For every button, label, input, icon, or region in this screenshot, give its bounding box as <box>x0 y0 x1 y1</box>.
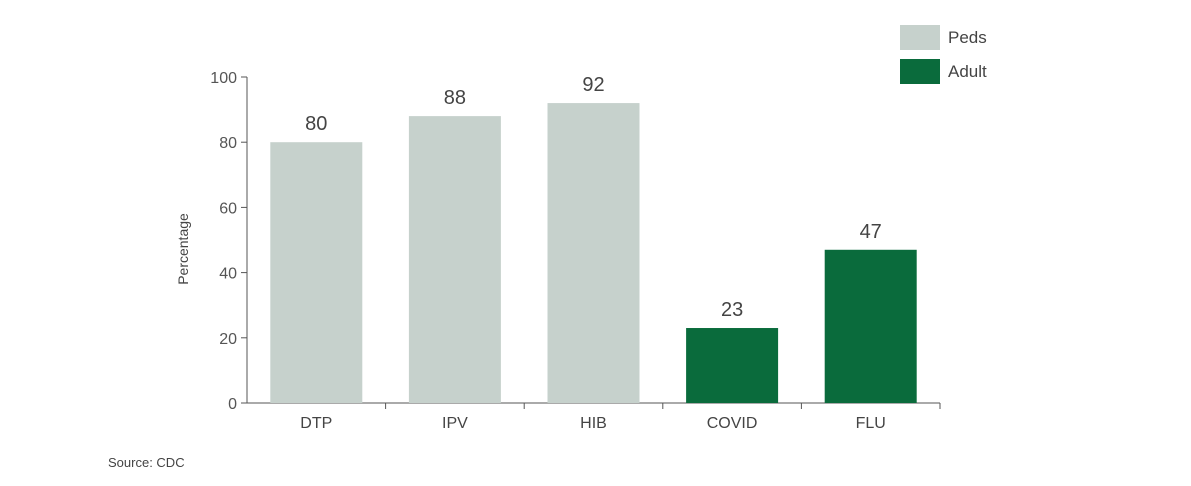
y-tick-label: 100 <box>210 70 237 87</box>
category-label-ipv: IPV <box>442 415 468 432</box>
y-tick-label: 40 <box>219 266 237 283</box>
y-tick-label: 20 <box>219 331 237 348</box>
bar-hib <box>547 103 640 403</box>
bar-covid <box>686 328 779 403</box>
legend-swatch-peds <box>900 25 940 50</box>
category-label-covid: COVID <box>707 415 758 432</box>
y-tick-label: 60 <box>219 200 237 217</box>
y-tick-label: 0 <box>228 396 237 413</box>
bar-flu <box>824 249 917 403</box>
source-note: Source: CDC <box>108 455 185 470</box>
labels: 80 DTP 88 IPV 92 HIB 23 COVID 47 FLU <box>300 74 886 432</box>
y-axis-label: Percentage <box>175 213 191 285</box>
category-label-flu: FLU <box>856 415 886 432</box>
value-label-covid: 23 <box>721 299 743 321</box>
bar-dtp <box>270 142 363 403</box>
legend-label-adult: Adult <box>948 62 987 81</box>
bars <box>270 103 917 404</box>
axes: 0 20 40 60 80 100 Percentage <box>175 70 941 413</box>
y-tick-label: 80 <box>219 135 237 152</box>
bar-ipv <box>408 116 501 404</box>
legend: Peds Adult <box>900 25 987 84</box>
legend-label-peds: Peds <box>948 28 987 47</box>
value-label-hib: 92 <box>582 74 604 96</box>
value-label-ipv: 88 <box>444 87 466 109</box>
category-label-dtp: DTP <box>300 415 332 432</box>
value-label-dtp: 80 <box>305 113 327 135</box>
legend-swatch-adult <box>900 59 940 84</box>
value-label-flu: 47 <box>860 221 882 243</box>
category-label-hib: HIB <box>580 415 607 432</box>
